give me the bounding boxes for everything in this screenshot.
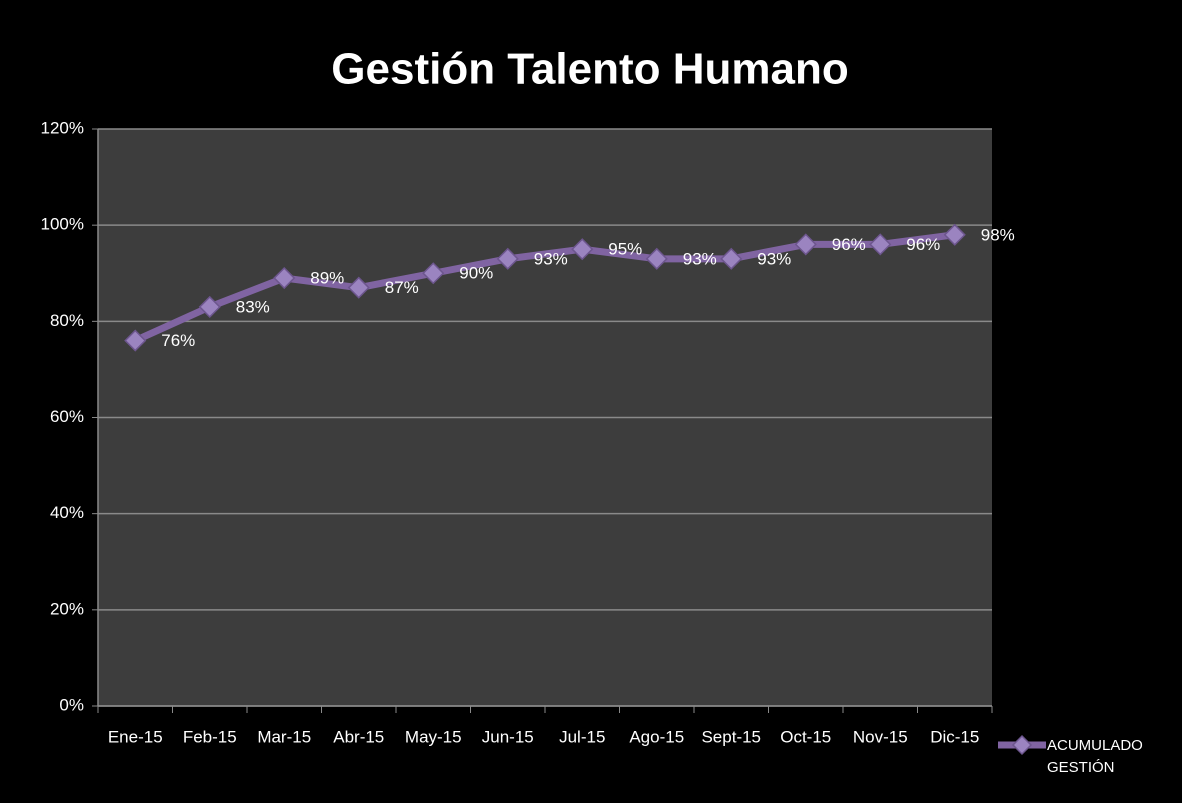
marker [124,329,147,352]
marker [273,266,296,290]
x-tick-label: Feb-15 [183,727,237,746]
marker [794,233,817,256]
marker [198,295,221,318]
marker [347,276,370,299]
data-label: 93% [757,249,791,268]
data-label: 89% [310,269,344,288]
y-tick-label: 120% [41,118,84,137]
legend-marker [1011,734,1033,756]
y-tick-label: 20% [50,599,84,618]
marker [496,247,519,270]
data-label: 83% [236,297,270,316]
x-tick-label: May-15 [405,727,462,746]
marker [571,238,594,261]
marker [422,262,445,285]
x-tick-label: Jun-15 [482,727,534,746]
y-tick-label: 0% [59,695,84,714]
marker [943,223,966,246]
legend-label: ACUMULADO GESTIÓN [1047,737,1143,776]
data-label: 93% [683,249,717,268]
x-tick-label: Dic-15 [930,727,979,746]
data-label: 96% [832,235,866,254]
x-tick-label: Ago-15 [629,727,684,746]
x-tick-label: Oct-15 [780,727,831,746]
x-tick-label: Nov-15 [853,727,908,746]
data-label: 98% [981,225,1015,244]
data-label: 95% [608,240,642,259]
x-tick-label: Abr-15 [333,727,384,746]
y-tick-label: 40% [50,503,84,522]
data-label: 93% [534,249,568,268]
chart-title: Gestión Talento Humano [331,45,848,94]
marker [869,233,892,256]
x-tick-label: Ene-15 [108,727,163,746]
y-tick-label: 80% [50,311,84,330]
data-label: 96% [906,235,940,254]
y-tick-label: 60% [50,407,84,426]
y-tick-label: 100% [41,215,84,234]
x-tick-label: Mar-15 [257,727,311,746]
x-tick-label: Jul-15 [559,727,605,746]
data-label: 87% [385,278,419,297]
data-label: 76% [161,331,195,350]
marker [645,247,668,270]
data-label: 90% [459,264,493,283]
x-tick-label: Sept-15 [701,727,761,746]
marker [720,247,743,270]
series-line [131,231,959,345]
